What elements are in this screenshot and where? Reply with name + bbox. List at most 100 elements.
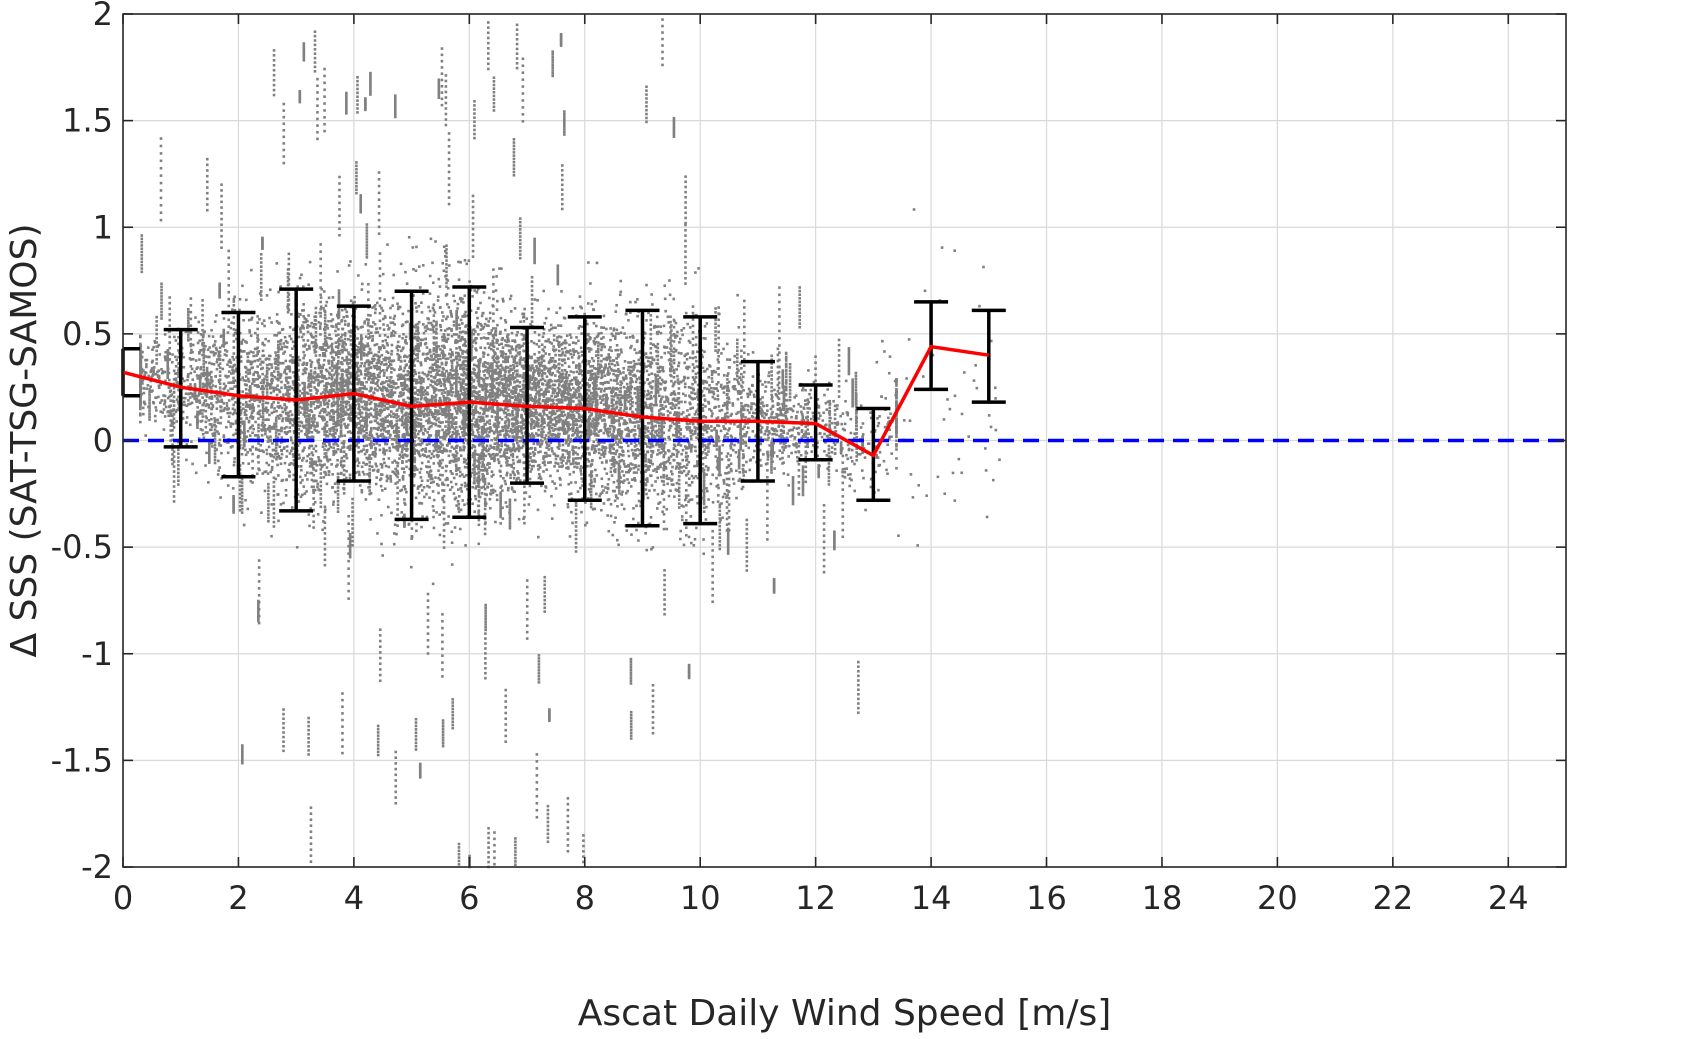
scatter-point — [809, 389, 812, 392]
scatter-point — [530, 427, 533, 430]
scatter-point — [658, 394, 661, 397]
scatter-point — [455, 347, 458, 350]
scatter-point — [288, 335, 291, 338]
scatter-point — [471, 429, 474, 432]
scatter-point — [380, 485, 383, 488]
scatter-point — [678, 362, 681, 365]
scatter-point — [706, 381, 709, 384]
scatter-point — [208, 404, 211, 407]
scatter-point — [471, 295, 474, 298]
scatter-point — [647, 430, 650, 433]
scatter-point — [476, 317, 479, 320]
scatter-point — [862, 433, 865, 436]
scatter-point — [478, 412, 481, 415]
scatter-point — [315, 469, 318, 472]
scatter-point — [317, 456, 320, 459]
scatter-point — [716, 389, 719, 392]
scatter-point — [661, 510, 664, 513]
scatter-point — [504, 367, 507, 370]
scatter-point — [431, 367, 434, 370]
scatter-point — [312, 401, 315, 404]
scatter-point — [724, 415, 727, 418]
scatter-point — [703, 387, 706, 390]
scatter-point — [496, 324, 499, 327]
scatter-point — [420, 468, 423, 471]
scatter-point — [267, 340, 270, 343]
scatter-point — [645, 352, 648, 355]
scatter-point — [428, 443, 431, 446]
scatter-point — [850, 456, 853, 459]
scatter-point — [510, 310, 513, 313]
scatter-point — [580, 332, 583, 335]
scatter-point — [280, 457, 283, 460]
scatter-point — [334, 491, 337, 494]
scatter-point — [718, 425, 721, 428]
scatter-point — [498, 461, 501, 464]
scatter-point — [671, 453, 674, 456]
scatter-point — [217, 432, 220, 435]
scatter-point — [326, 301, 329, 304]
scatter-point — [322, 445, 325, 448]
scatter-point — [334, 330, 337, 333]
scatter-point — [263, 325, 266, 328]
scatter-point — [518, 450, 521, 453]
scatter-point — [588, 460, 591, 463]
scatter-point — [230, 361, 233, 364]
scatter-point — [445, 370, 448, 373]
scatter-point — [241, 376, 244, 379]
scatter-point — [689, 326, 692, 329]
scatter-point — [883, 460, 886, 463]
scatter-point — [139, 408, 142, 411]
scatter-point — [664, 310, 667, 313]
scatter-point — [404, 381, 407, 384]
scatter-point — [349, 477, 352, 480]
scatter-point — [439, 285, 442, 288]
scatter-point — [216, 361, 219, 364]
scatter-point — [620, 493, 623, 496]
scatter-point — [275, 262, 278, 265]
scatter-point — [196, 366, 199, 369]
scatter-point — [329, 458, 332, 461]
scatter-point — [203, 331, 206, 334]
scatter-point — [220, 416, 223, 419]
scatter-point — [205, 452, 208, 455]
scatter-point — [877, 425, 880, 428]
scatter-point — [595, 445, 598, 448]
scatter-point — [622, 450, 625, 453]
scatter-point — [254, 332, 257, 335]
scatter-point — [307, 379, 310, 382]
scatter-point — [500, 445, 503, 448]
scatter-point — [497, 377, 500, 380]
scatter-point — [495, 275, 498, 278]
scatter-point — [486, 463, 489, 466]
scatter-point — [455, 467, 458, 470]
scatter-point — [273, 449, 276, 452]
scatter-point — [222, 402, 225, 405]
scatter-point — [622, 326, 625, 329]
scatter-point — [823, 433, 826, 436]
scatter-point — [744, 435, 747, 438]
scatter-point — [279, 405, 282, 408]
scatter-point — [163, 408, 166, 411]
scatter-point — [395, 346, 398, 349]
scatter-point — [744, 416, 747, 419]
scatter-point — [430, 481, 433, 484]
scatter-point — [604, 363, 607, 366]
scatter-point — [413, 364, 416, 367]
scatter-point — [362, 471, 365, 474]
scatter-point — [667, 410, 670, 413]
scatter-point — [717, 494, 720, 497]
scatter-point — [594, 300, 597, 303]
scatter-point — [306, 478, 309, 481]
scatter-point — [431, 400, 434, 403]
scatter-point — [518, 440, 521, 443]
scatter-point — [349, 339, 352, 342]
scatter-point — [742, 474, 745, 477]
scatter-point — [680, 352, 683, 355]
scatter-point — [595, 474, 598, 477]
scatter-point — [580, 511, 583, 514]
scatter-point — [505, 474, 508, 477]
scatter-point — [358, 474, 361, 477]
scatter-point — [560, 461, 563, 464]
scatter-point — [312, 336, 315, 339]
